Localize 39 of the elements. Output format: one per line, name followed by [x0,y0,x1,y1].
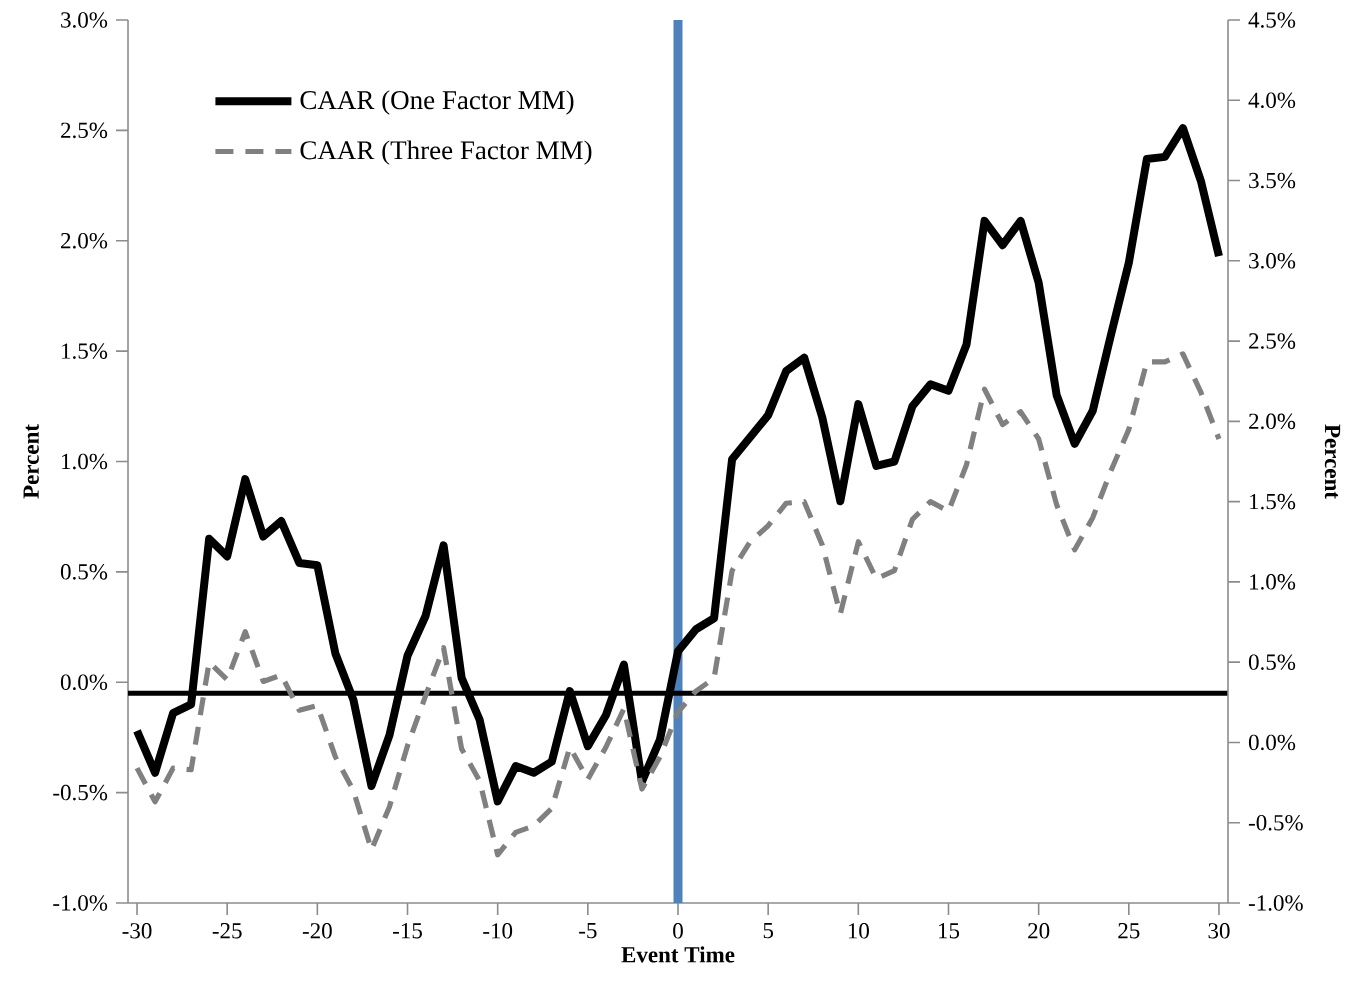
y-tick-label: -1.0% [53,895,108,911]
x-tick-label: -20 [302,923,332,939]
y2-tick-label: -0.5% [1248,814,1303,831]
x-tick-label: 20 [1028,923,1050,939]
y-tick-label: 0.0% [60,674,108,691]
y-tick-label: 1.0% [62,453,108,470]
x-tick-label: 10 [848,923,869,939]
y-tick-label: 3.0% [61,12,108,28]
y2-tick-label: 4.5% [1248,12,1296,28]
y2-tick-label: -1.0% [1248,895,1303,911]
x-tick-label: -25 [212,923,242,939]
y-tick-label: 0.5% [60,564,108,580]
legend-label: CAAR (Three Factor MM) [300,140,592,165]
x-axis-title: Event Time [621,946,735,963]
y-tick-label: 2.5% [61,122,108,139]
y2-tick-label: 2.5% [1249,333,1296,349]
x-tick-label: -10 [483,923,513,939]
y-tick-label: 2.0% [61,232,108,249]
x-tick-label: -5 [579,923,597,939]
y-tick-label: -0.5% [53,784,108,801]
y2-tick-label: 4.0% [1248,92,1296,109]
legend-label: CAAR (One Factor MM) [300,90,574,115]
y2-tick-label: 0.5% [1248,654,1296,670]
y-axis-title: Percent [23,424,39,499]
x-tick-label: -30 [122,923,152,939]
y2-tick-label: 3.0% [1249,253,1296,269]
y2-tick-label: 0.0% [1248,734,1296,751]
x-tick-label: 30 [1208,923,1230,939]
x-tick-label: 5 [763,923,774,939]
x-tick-label: 25 [1118,923,1140,939]
x-tick-label: -15 [393,923,422,939]
y-tick-label: 1.5% [62,343,108,359]
y2-tick-label: 1.5% [1250,493,1296,510]
y2-tick-label: 2.0% [1249,413,1296,430]
y2-tick-label: 3.5% [1249,172,1296,189]
x-tick-label: 15 [939,923,960,939]
x-tick-label: 0 [673,923,683,939]
y2-axis-title: Percent [1324,424,1341,499]
y2-tick-label: 1.0% [1250,574,1296,590]
